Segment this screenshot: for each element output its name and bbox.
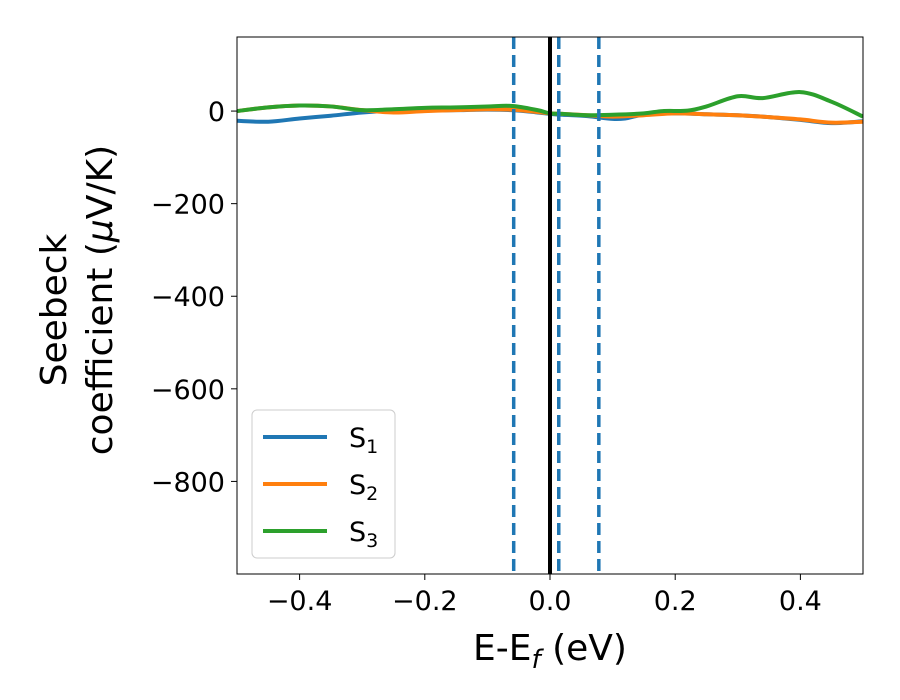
x-axis-title-unit: (eV) — [541, 628, 627, 669]
legend-label-s1: S1 — [349, 423, 378, 458]
y-tick-label: −400 — [151, 282, 225, 313]
x-tick-label: −0.4 — [267, 586, 333, 617]
y-tick-label: −600 — [151, 375, 225, 406]
y-axis-title-line2: coefficient (μV/K) — [80, 145, 121, 455]
x-tick-label: −0.2 — [392, 586, 458, 617]
x-tick-label: 0.4 — [779, 586, 822, 617]
legend: S1 S2 S3 — [251, 409, 396, 559]
y-tick-label: 0 — [208, 97, 225, 128]
series-line-s3 — [237, 90, 863, 119]
x-tick-label: 0.2 — [654, 586, 697, 617]
y-tick-label: −800 — [151, 467, 225, 498]
legend-label-s3: S3 — [349, 517, 378, 552]
y-tick-label: −200 — [151, 190, 225, 221]
y-axis-title-mu: μ — [80, 219, 121, 243]
y-axis-title-suffix: V/K) — [80, 145, 121, 219]
legend-label-s2: S2 — [349, 470, 378, 505]
x-tick-label: 0.0 — [529, 586, 572, 617]
y-axis-title-prefix: coefficient ( — [80, 242, 121, 455]
x-axis-title-main: E-E — [473, 628, 531, 669]
x-axis-title: E-Ef (eV) — [473, 628, 627, 675]
y-axis-title-line1: Seebeck — [34, 233, 75, 386]
